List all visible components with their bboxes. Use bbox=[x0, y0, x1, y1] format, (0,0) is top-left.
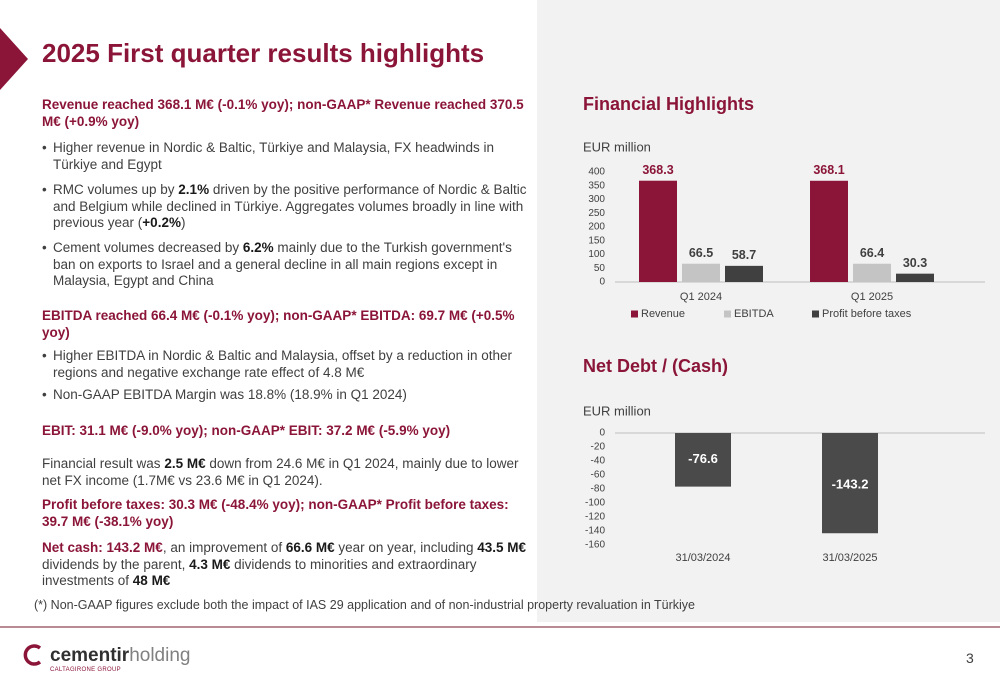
text-part: 66.6 M€ bbox=[285, 540, 335, 555]
legend-label: Profit before taxes bbox=[822, 308, 912, 320]
footnote: (*) Non-GAAP figures exclude both the im… bbox=[34, 598, 696, 612]
text-part: Higher revenue in Nordic & Baltic, Türki… bbox=[53, 140, 494, 172]
text-part: Net cash: 143.2 M€ bbox=[42, 540, 163, 555]
x-tick-label: Q1 2024 bbox=[680, 291, 722, 303]
title-arrow bbox=[0, 28, 28, 90]
value-label: 368.1 bbox=[813, 163, 844, 177]
legend-swatch bbox=[631, 310, 638, 318]
y-tick-label: 300 bbox=[588, 194, 605, 205]
value-label: -143.2 bbox=[832, 477, 869, 492]
text-part: year on year, including bbox=[334, 540, 478, 555]
axis-label: EUR million bbox=[583, 139, 651, 154]
y-tick-label: 200 bbox=[588, 222, 605, 233]
y-tick-label: 350 bbox=[588, 180, 605, 191]
value-label: 30.3 bbox=[903, 256, 927, 270]
legend-swatch bbox=[812, 310, 819, 318]
y-tick-label: -20 bbox=[591, 442, 606, 453]
axis-label: EUR million bbox=[583, 403, 651, 418]
bullet: RMC volumes up by 2.1% driven by the pos… bbox=[42, 182, 527, 232]
slide-title: 2025 First quarter results highlights bbox=[42, 38, 485, 68]
text-part: 2.1% bbox=[178, 182, 210, 197]
bar bbox=[725, 265, 763, 282]
y-tick-label: 400 bbox=[588, 167, 605, 178]
value-label: 58.7 bbox=[732, 248, 756, 262]
chart-title: Financial Highlights bbox=[583, 94, 754, 114]
y-tick-label: 100 bbox=[588, 249, 605, 260]
bar bbox=[639, 180, 677, 282]
x-tick-label: Q1 2025 bbox=[851, 291, 893, 303]
x-tick-label: 31/03/2024 bbox=[675, 552, 730, 564]
text-part: ) bbox=[180, 215, 186, 230]
text-part: Profit before taxes: 30.3 M€ (-48.4% yoy… bbox=[42, 497, 509, 529]
charts: Financial Highlights EUR million 0 50 100 150… bbox=[583, 94, 985, 564]
y-tick-label: 150 bbox=[588, 235, 605, 246]
logo-light: holding bbox=[129, 645, 191, 666]
heading: Profit before taxes: 30.3 M€ (-48.4% yoy… bbox=[42, 497, 527, 530]
text: Financial result was 2.5 M€ down from 24… bbox=[42, 456, 527, 489]
heading: EBIT: 31.1 M€ (-9.0% yoy); non-GAAP* EBI… bbox=[42, 423, 527, 440]
text-part: driven by the positive performance of No… bbox=[53, 182, 527, 230]
text-part: EBITDA reached 66.4 M€ (-0.1% yoy); non-… bbox=[42, 308, 515, 340]
y-tick-label: 250 bbox=[588, 208, 605, 219]
bullet: Higher EBITDA in Nordic & Baltic and Mal… bbox=[42, 348, 527, 381]
legend-swatch bbox=[724, 310, 731, 318]
text-part: down from 24.6 M€ in Q1 2024, mainly due… bbox=[42, 456, 519, 488]
y-tick-label: 0 bbox=[599, 428, 605, 439]
bullet: Higher revenue in Nordic & Baltic, Türki… bbox=[42, 140, 527, 173]
y-tick-label: -60 bbox=[591, 470, 606, 481]
value-label: 66.4 bbox=[860, 246, 884, 260]
legend-label: EBITDA bbox=[734, 308, 774, 320]
x-tick-label: 31/03/2025 bbox=[822, 552, 877, 564]
bar bbox=[810, 180, 848, 282]
bullet: Cement volumes decreased by 6.2% mainly … bbox=[42, 240, 527, 290]
text-part: dividends by the parent, bbox=[42, 556, 190, 572]
text-part: RMC volumes up by bbox=[53, 182, 179, 197]
text-part: dividends to minorities and extraordinar… bbox=[42, 556, 477, 589]
y-tick-label: -120 bbox=[585, 512, 605, 523]
text-part: 2.5 M€ bbox=[164, 456, 206, 471]
logo-mark bbox=[23, 644, 42, 666]
text-part: 48 M€ bbox=[132, 573, 171, 588]
y-tick-label: 0 bbox=[599, 277, 605, 288]
heading: EBITDA reached 66.4 M€ (-0.1% yoy); non-… bbox=[42, 308, 527, 341]
text-part: 43.5 M€ bbox=[477, 540, 527, 555]
text-part: +0.2% bbox=[142, 215, 181, 230]
y-tick-label: -40 bbox=[591, 456, 606, 467]
logo-group: CALTAGIRONE GROUP bbox=[50, 667, 121, 673]
bar bbox=[822, 433, 878, 534]
value-label: 368.3 bbox=[642, 163, 673, 177]
text-part: 6.2% bbox=[242, 240, 274, 255]
right-panel bbox=[537, 0, 1000, 622]
text-part: Revenue reached 368.1 M€ (-0.1% yoy); no… bbox=[42, 97, 524, 129]
bullet: Non-GAAP EBITDA Margin was 18.8% (18.9% … bbox=[42, 387, 527, 404]
y-tick-label: 50 bbox=[594, 263, 606, 274]
heading: Revenue reached 368.1 M€ (-0.1% yoy); no… bbox=[42, 97, 527, 130]
text-part: Financial result was bbox=[42, 456, 165, 471]
value-label: 66.5 bbox=[689, 246, 713, 260]
text: Net cash: 143.2 M€, an improvement of 66… bbox=[42, 540, 527, 590]
bar bbox=[896, 273, 934, 282]
text-part: , an improvement of bbox=[162, 540, 286, 555]
chart-title: Net Debt / (Cash) bbox=[583, 356, 728, 376]
text-part: 4.3 M€ bbox=[189, 556, 231, 572]
y-tick-label: -160 bbox=[585, 540, 605, 551]
y-tick-label: -140 bbox=[585, 526, 605, 537]
page-number: 3 bbox=[966, 650, 974, 666]
bar bbox=[682, 263, 720, 282]
text-part: Non-GAAP EBITDA Margin was 18.8% (18.9% … bbox=[53, 387, 407, 402]
text-part: Cement volumes decreased by bbox=[53, 240, 243, 255]
logo-bold: cementir bbox=[50, 645, 130, 666]
legend-label: Revenue bbox=[641, 308, 685, 320]
text-part: Higher EBITDA in Nordic & Baltic and Mal… bbox=[53, 348, 512, 380]
y-tick-label: -80 bbox=[591, 484, 606, 495]
text-part: mainly due to the Turkish government's b… bbox=[53, 240, 512, 288]
y-tick-label: -100 bbox=[585, 498, 605, 509]
bar bbox=[853, 263, 891, 282]
value-label: -76.6 bbox=[688, 451, 718, 466]
bar bbox=[675, 433, 731, 487]
logo: cementirholding bbox=[50, 645, 190, 667]
text-part: EBIT: 31.1 M€ (-9.0% yoy); non-GAAP* EBI… bbox=[42, 423, 451, 438]
